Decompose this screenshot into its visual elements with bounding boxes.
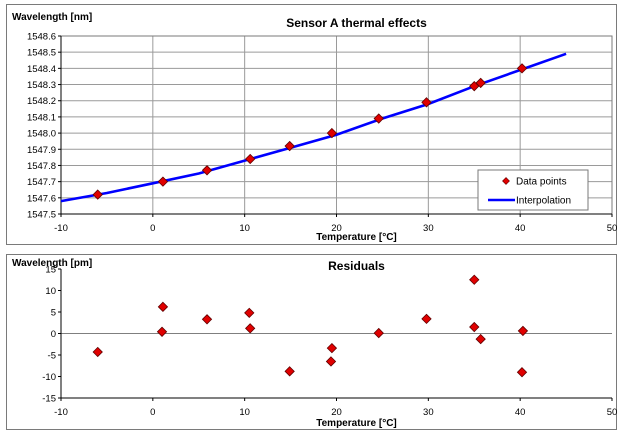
- top-data-point: [373, 113, 384, 124]
- bottom-y-axis-label: Wavelength [pm]: [12, 258, 92, 269]
- bottom-data-point: [157, 301, 169, 313]
- top-y-tick-label: 1548.3: [27, 80, 56, 91]
- top-data-point: [326, 127, 338, 139]
- top-x-tick-label: -10: [54, 223, 68, 234]
- bottom-data-point: [326, 342, 338, 354]
- top-y-tick-label: 1548.5: [27, 48, 56, 59]
- top-y-tick-label: 1548.1: [27, 112, 56, 123]
- top-y-tick-label: 1548.0: [27, 129, 56, 140]
- top-y-tick-label: 1547.7: [27, 177, 56, 188]
- top-data-point: [201, 165, 213, 176]
- bottom-x-tick-label: 0: [150, 407, 155, 418]
- top-y-tick-label: 1547.6: [27, 193, 56, 204]
- bottom-data-point: [325, 356, 337, 367]
- top-y-tick-label: 1548.2: [27, 96, 56, 107]
- top-chart-title: Sensor A thermal effects: [286, 16, 427, 30]
- bottom-data-point: [373, 327, 384, 339]
- bottom-data-point: [475, 333, 486, 345]
- top-x-tick-label: 40: [515, 223, 526, 234]
- top-x-tick-label: 20: [331, 223, 342, 234]
- top-data-point: [516, 63, 528, 74]
- bottom-data-point: [244, 307, 255, 319]
- bottom-data-point: [516, 367, 528, 378]
- bottom-data-point: [469, 274, 480, 285]
- bottom-data-point: [245, 323, 256, 334]
- bottom-y-tick-label: 15: [45, 265, 56, 276]
- bottom-y-tick-label: 5: [51, 308, 56, 319]
- legend-label-data-points: Data points: [516, 177, 567, 188]
- top-data-point: [245, 153, 256, 165]
- top-y-axis-label: Wavelength [nm]: [12, 12, 92, 23]
- bottom-data-point: [517, 325, 529, 337]
- bottom-chart-title: Residuals: [328, 259, 385, 273]
- top-y-tick-label: 1547.5: [27, 210, 56, 221]
- bottom-x-tick-label: -10: [54, 407, 68, 418]
- bottom-y-tick-label: 10: [45, 286, 56, 297]
- bottom-x-tick-label: 50: [607, 407, 618, 418]
- top-x-tick-label: 10: [239, 223, 250, 234]
- bottom-y-tick-label: -10: [42, 372, 56, 383]
- bottom-chart-frame: [6, 254, 617, 430]
- bottom-y-tick-label: -5: [48, 351, 56, 362]
- top-data-point: [475, 77, 486, 89]
- top-y-tick-label: 1547.9: [27, 145, 56, 156]
- top-chart-frame: [6, 4, 617, 245]
- bottom-data-point: [156, 326, 168, 337]
- bottom-x-tick-label: 20: [331, 407, 342, 418]
- bottom-data-point: [284, 366, 295, 377]
- bottom-y-tick-label: 0: [51, 329, 56, 340]
- top-data-point: [284, 140, 295, 152]
- bottom-y-tick-label: -15: [42, 394, 56, 405]
- bottom-data-point: [469, 321, 480, 333]
- top-x-tick-label: 0: [150, 223, 155, 234]
- bottom-x-tick-label: 40: [515, 407, 526, 418]
- top-data-point: [157, 176, 169, 187]
- legend-marker-data-points: [502, 177, 510, 185]
- legend-label-interpolation: Interpolation: [516, 196, 571, 207]
- top-y-tick-label: 1548.4: [27, 64, 56, 75]
- legend-box: [477, 169, 589, 211]
- bottom-x-tick-label: 10: [239, 407, 250, 418]
- bottom-data-point: [201, 314, 213, 325]
- top-x-tick-label: 50: [607, 223, 618, 234]
- top-y-tick-label: 1547.8: [27, 161, 56, 172]
- bottom-data-point: [92, 346, 103, 358]
- top-x-tick-label: 30: [423, 223, 434, 234]
- top-data-point: [92, 189, 103, 200]
- bottom-data-point: [421, 313, 432, 325]
- bottom-x-axis-label: Temperature [°C]: [316, 418, 397, 429]
- bottom-x-tick-label: 30: [423, 407, 434, 418]
- top-data-point: [421, 97, 432, 108]
- top-y-tick-label: 1548.6: [27, 32, 56, 43]
- top-x-axis-label: Temperature [°C]: [316, 232, 397, 243]
